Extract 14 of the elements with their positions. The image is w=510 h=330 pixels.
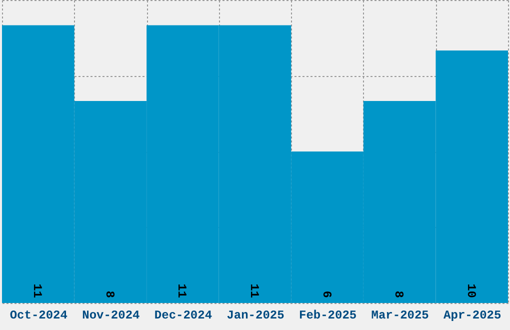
- x-tick-label: Dec-2024: [154, 308, 212, 322]
- data-label: 11: [30, 284, 44, 298]
- x-tick-label: Apr-2025: [444, 308, 502, 322]
- data-label: 6: [319, 290, 334, 298]
- data-label: 11: [247, 284, 261, 298]
- data-label: 8: [392, 290, 406, 298]
- x-tick-label: Feb-2025: [298, 308, 357, 322]
- x-tick-label: Oct-2024: [10, 308, 68, 322]
- data-label: 11: [174, 284, 189, 298]
- data-label: 10: [464, 284, 478, 298]
- x-tick-label: Nov-2024: [82, 308, 140, 322]
- data-label: 8: [102, 290, 116, 298]
- x-tick-label: Mar-2025: [371, 308, 429, 322]
- x-tick-label: Jan-2025: [226, 308, 284, 322]
